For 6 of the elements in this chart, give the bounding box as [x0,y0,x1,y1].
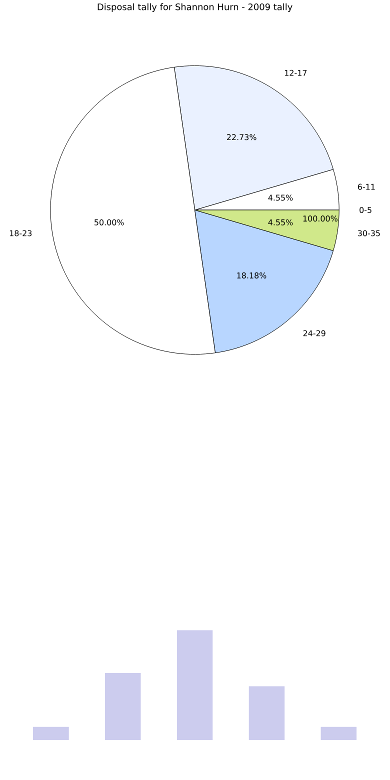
chart-title: Disposal tally for Shannon Hurn - 2009 tally [98,3,293,12]
bar [248,686,285,740]
bar [177,630,213,740]
bar [33,726,70,740]
bar [320,726,357,740]
bar [105,673,142,740]
